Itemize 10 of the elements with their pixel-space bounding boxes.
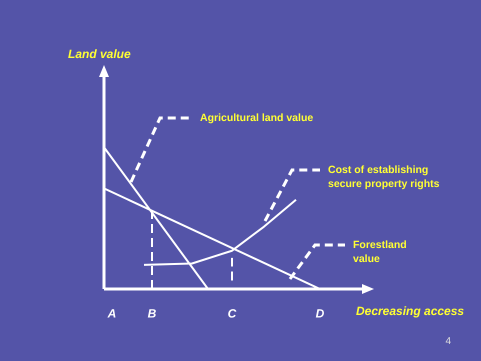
x-tick-label: C	[228, 306, 237, 321]
annotation: Forestland value	[353, 238, 408, 266]
x-axis-title: Decreasing access	[356, 304, 464, 318]
text: 4	[445, 336, 451, 347]
text: Agricultural land value	[200, 111, 314, 125]
text: Land value	[68, 47, 131, 61]
annotation: Cost of establishing secure property rights	[328, 163, 440, 191]
x-tick-label: B	[148, 306, 157, 321]
x-tick-label: A	[106, 306, 116, 321]
x-tick-label: D	[316, 306, 325, 321]
